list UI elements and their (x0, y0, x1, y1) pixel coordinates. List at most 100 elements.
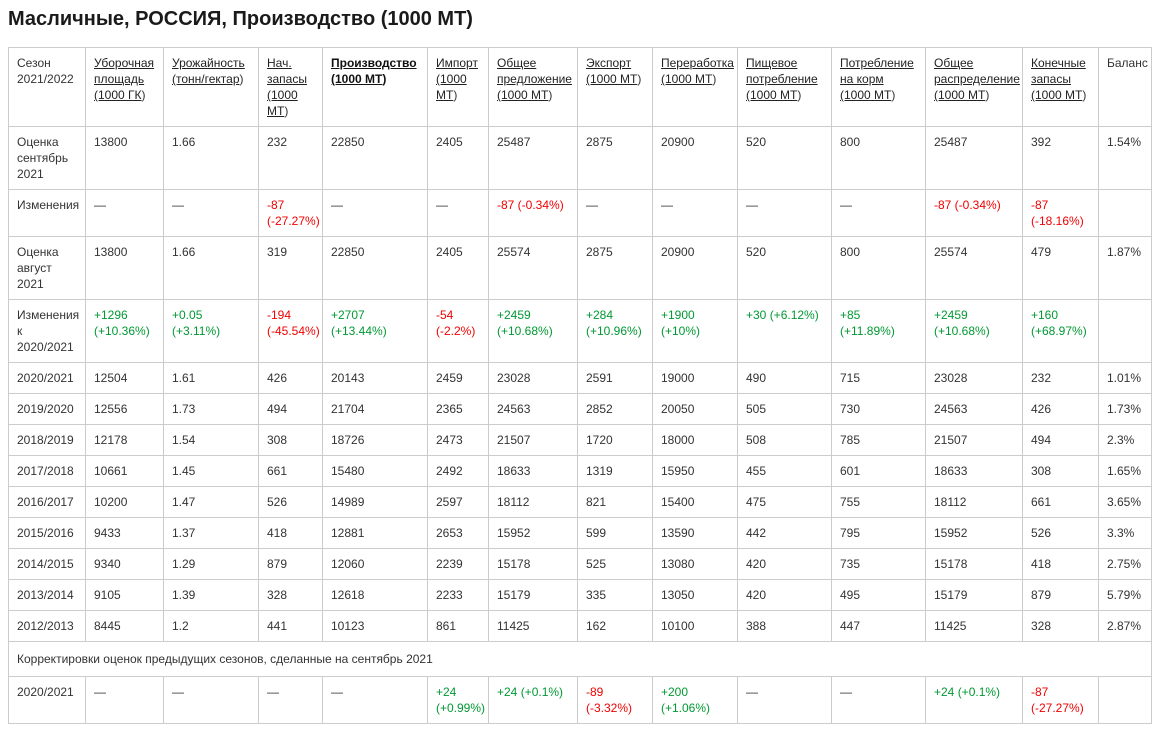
column-sort-link[interactable]: Общее распределение (1000 МТ (934, 56, 1020, 102)
table-cell: 23028 (488, 362, 578, 394)
table-cell: 2459 (427, 362, 489, 394)
table-cell: 520 (737, 236, 832, 300)
column-header: Конечные запасы (1000 МТ) (1022, 47, 1099, 127)
table-cell: 508 (737, 424, 832, 456)
table-cell: 21507 (488, 424, 578, 456)
row-label: Оценка август 2021 (8, 236, 86, 300)
table-cell: 1.29 (163, 548, 259, 580)
table-cell: 20143 (322, 362, 428, 394)
row-label: Изменения (8, 189, 86, 237)
table-cell: 2653 (427, 517, 489, 549)
table-cell: 426 (258, 362, 323, 394)
column-sort-link[interactable]: Переработка (1000 МТ (661, 56, 734, 86)
column-header: Переработка (1000 МТ) (652, 47, 738, 127)
column-sort-link[interactable]: Уборочная площадь (1000 ГК (94, 56, 155, 102)
table-cell: — (322, 189, 428, 237)
table-cell: +85 (+11.89%) (831, 299, 926, 363)
table-cell (1098, 676, 1152, 724)
table-row: 2016/2017 10200 1.47 526 14989 2597 18112 821 15… (8, 486, 1152, 518)
table-cell: — (831, 676, 926, 724)
column-sort-link[interactable]: Экспорт (1000 МТ (586, 56, 638, 86)
table-cell: 20900 (652, 126, 738, 190)
table-cell: 821 (577, 486, 653, 518)
table-cell: 525 (577, 548, 653, 580)
table-cell (1098, 189, 1152, 237)
column-header: Уборочная площадь (1000 ГК) (85, 47, 164, 127)
table-cell: 661 (258, 455, 323, 487)
row-label: 2015/2016 (8, 517, 86, 549)
table-cell: 18000 (652, 424, 738, 456)
table-cell: 10661 (85, 455, 164, 487)
table-cell: -87 (-0.34%) (925, 189, 1023, 237)
table-cell: 18633 (488, 455, 578, 487)
table-cell: 25487 (488, 126, 578, 190)
table-cell: 730 (831, 393, 926, 425)
table-cell: — (737, 676, 832, 724)
table-row: 2015/2016 9433 1.37 418 12881 2653 15952 599 135… (8, 517, 1152, 549)
table-cell: 475 (737, 486, 832, 518)
table-cell: 14989 (322, 486, 428, 518)
column-sort-link[interactable]: Потребление на корм (1000 МТ (840, 56, 914, 102)
section-row: Корректировки оценок предыдущих сезонов,… (8, 641, 1152, 677)
column-sort-link[interactable]: Нач. запасы (1000 МТ (267, 56, 307, 118)
table-cell: 11425 (925, 610, 1023, 642)
table-cell: — (85, 676, 164, 724)
table-cell: 1.45 (163, 455, 259, 487)
table-cell: 25487 (925, 126, 1023, 190)
table-cell: 426 (1022, 393, 1099, 425)
column-header: Импорт (1000 МТ) (427, 47, 489, 127)
table-cell: 12618 (322, 579, 428, 611)
table-cell: 494 (258, 393, 323, 425)
table-cell: 861 (427, 610, 489, 642)
table-cell: 418 (258, 517, 323, 549)
row-label: 2020/2021 (8, 362, 86, 394)
table-cell: — (737, 189, 832, 237)
table-cell: +160 (+68.97%) (1022, 299, 1099, 363)
column-header: Пищевое потребление (1000 МТ) (737, 47, 832, 127)
table-cell: 2.75% (1098, 548, 1152, 580)
table-cell: 735 (831, 548, 926, 580)
table-cell: 2.87% (1098, 610, 1152, 642)
column-sort-link[interactable]: Урожайность (тонн/гектар (172, 56, 245, 86)
column-sort-link[interactable]: Конечные запасы (1000 МТ (1031, 56, 1086, 102)
table-cell: 420 (737, 579, 832, 611)
table-cell: 795 (831, 517, 926, 549)
column-sort-link[interactable]: Импорт (1000 МТ (436, 56, 478, 102)
table-cell: 15178 (488, 548, 578, 580)
table-cell: 490 (737, 362, 832, 394)
table-cell: 328 (258, 579, 323, 611)
table-cell: 3.65% (1098, 486, 1152, 518)
table-cell: -194 (-45.54%) (258, 299, 323, 363)
table-cell: — (163, 676, 259, 724)
table-cell: 495 (831, 579, 926, 611)
table-cell: 2875 (577, 236, 653, 300)
column-sort-link[interactable]: Пищевое потребление (1000 МТ (746, 56, 818, 102)
row-label: 2013/2014 (8, 579, 86, 611)
table-cell: 18112 (925, 486, 1023, 518)
table-cell: 162 (577, 610, 653, 642)
column-header: Производство (1000 МТ) (322, 47, 428, 127)
table-cell: +2459 (+10.68%) (925, 299, 1023, 363)
table-cell: 12556 (85, 393, 164, 425)
table-cell: 494 (1022, 424, 1099, 456)
row-label: 2018/2019 (8, 424, 86, 456)
table-cell: 1.73 (163, 393, 259, 425)
table-cell: 879 (258, 548, 323, 580)
table-cell: 10100 (652, 610, 738, 642)
table-cell: 15480 (322, 455, 428, 487)
table-row: Изменения — — -87 (-27.27%) — — -87 (-0.34%) — —… (8, 189, 1152, 237)
table-row: 2017/2018 10661 1.45 661 15480 2492 18633 1319 1… (8, 455, 1152, 487)
row-label: Изменения к 2020/2021 (8, 299, 86, 363)
table-cell: +200 (+1.06%) (652, 676, 738, 724)
column-sort-link[interactable]: Производство (1000 МТ (331, 56, 417, 86)
table-cell: — (258, 676, 323, 724)
table-cell: 879 (1022, 579, 1099, 611)
table-cell: 18633 (925, 455, 1023, 487)
table-cell: 308 (1022, 455, 1099, 487)
table-cell: +30 (+6.12%) (737, 299, 832, 363)
table-cell: 15179 (488, 579, 578, 611)
table-cell: 661 (1022, 486, 1099, 518)
table-cell: 13050 (652, 579, 738, 611)
column-sort-link[interactable]: Общее предложение (1000 МТ (497, 56, 572, 102)
table-row: 2020/2021 12504 1.61 426 20143 2459 23028 2591 1… (8, 362, 1152, 394)
